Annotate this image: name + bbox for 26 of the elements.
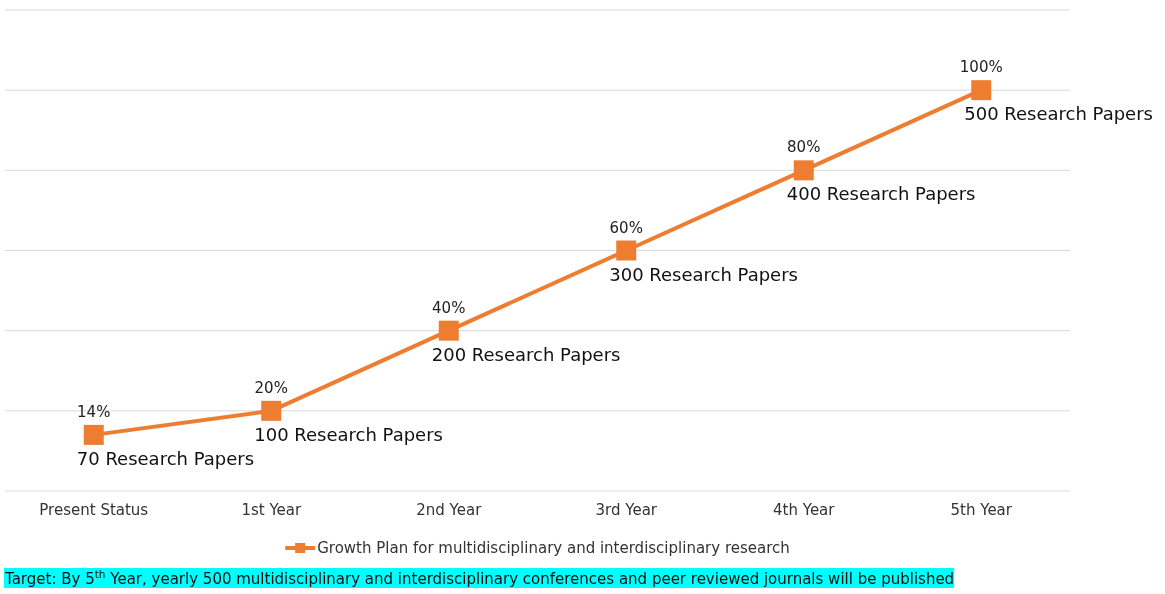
point xyxy=(971,80,992,101)
point xyxy=(261,400,282,421)
x-tick-label: 2nd Year xyxy=(416,501,483,519)
x-tick-label: 4th Year xyxy=(773,501,836,519)
data-label: 20% xyxy=(254,378,288,397)
annotation: 300 Research Papers xyxy=(609,263,798,285)
point xyxy=(83,424,104,445)
point xyxy=(616,240,637,261)
annotation: 70 Research Papers xyxy=(76,447,255,469)
data-label: 40% xyxy=(432,298,466,317)
point xyxy=(793,160,814,181)
legend-label: Growth Plan for multidisciplinary and interdisciplinary research xyxy=(317,539,790,558)
point xyxy=(438,320,459,341)
data-label: 100% xyxy=(959,58,1003,77)
data-label: 60% xyxy=(609,218,643,237)
x-tick-label: 1st Year xyxy=(241,501,302,519)
x-tick-label: 5th Year xyxy=(950,501,1013,519)
data-label: 14% xyxy=(77,402,111,421)
data-label: 80% xyxy=(787,138,821,157)
annotation: 400 Research Papers xyxy=(786,183,976,205)
x-tick-label: Present Status xyxy=(39,501,149,519)
annotation: 200 Research Papers xyxy=(431,343,621,365)
x-tick-label: 3rd Year xyxy=(595,501,658,519)
annotation: 500 Research Papers xyxy=(964,103,1153,125)
text: Target: By 5$^{th}$ Year, yearly 500 multidisciplinary and interdisciplinary conferences and peer reviewed journals will be published xyxy=(4,568,955,588)
annotation: 100 Research Papers xyxy=(254,423,443,445)
